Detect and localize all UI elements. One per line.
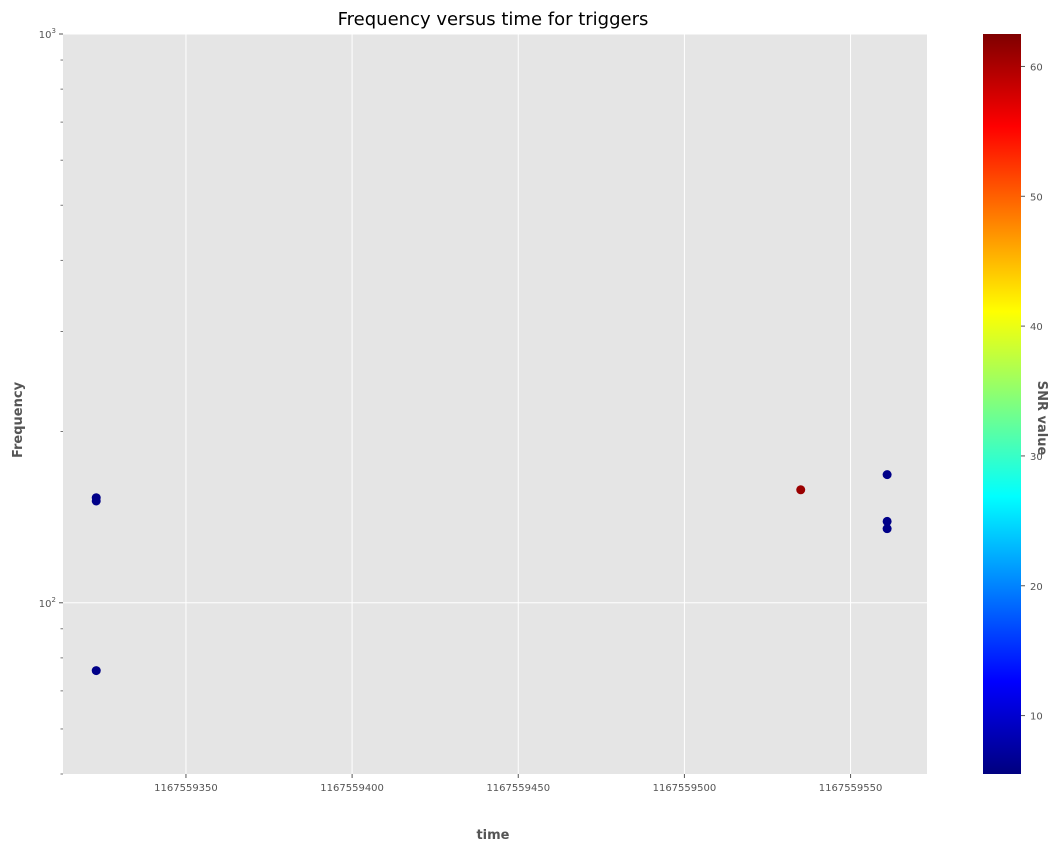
colorbar-tick-label: 10 [1030,712,1043,723]
colorbar [983,34,1021,774]
x-tick-label: 1167559350 [154,783,218,794]
y-tick-label: 102 [39,596,56,610]
data-point [91,666,101,676]
data-points [91,470,892,676]
x-tick-label: 1167559550 [819,783,883,794]
y-axis-title: Frequency [11,381,26,458]
colorbar-tick-label: 40 [1030,322,1043,333]
data-point [796,485,806,495]
data-point [91,496,101,506]
colorbar-tick-label: 30 [1030,452,1043,463]
colorbar-ticks: 10 20 30 40 50 60 [1021,62,1043,723]
colorbar-label: SNR value [1034,381,1049,456]
chart-title: Frequency versus time for triggers [338,9,649,30]
data-point [882,470,892,480]
grid-lines [63,33,927,774]
y-tick-label: 103 [39,27,56,41]
x-tick-label: 1167559400 [320,783,384,794]
colorbar-tick-label: 60 [1030,62,1043,73]
x-tick-label: 1167559500 [653,783,717,794]
colorbar-tick-label: 20 [1030,582,1043,593]
x-tick-label: 1167559450 [486,783,550,794]
colorbar-tick-label: 50 [1030,192,1043,203]
data-point [882,524,892,534]
y-axis-ticks: 103 102 [39,27,63,775]
x-axis-title: time [476,828,509,843]
data-point [882,516,892,526]
x-axis-ticks: 1167559350 1167559400 1167559450 1167559500… [154,774,882,794]
plot-area [63,34,927,774]
